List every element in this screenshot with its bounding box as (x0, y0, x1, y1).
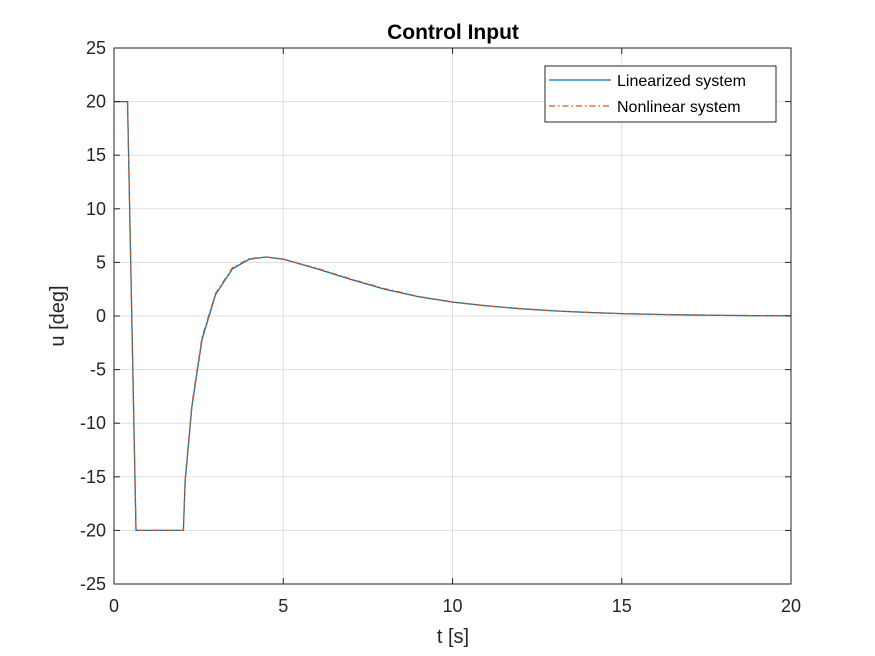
legend-label-linearized: Linearized system (617, 73, 746, 90)
x-tick-label: 20 (781, 596, 801, 616)
x-tick-label: 10 (442, 596, 462, 616)
y-tick-label: 10 (86, 199, 106, 219)
x-tick-label: 5 (278, 596, 288, 616)
chart-title: Control Input (387, 21, 519, 44)
x-axis-label: t [s] (437, 626, 469, 648)
series-layer (114, 100, 792, 532)
y-tick-label: -10 (80, 413, 106, 433)
x-tick-label: 0 (109, 596, 119, 616)
tick-labels: 0 5 10 15 20 -25 -20 -15 -10 -5 0 5 10 15 20 25 (80, 38, 801, 616)
y-tick-label: -25 (80, 574, 106, 594)
legend-label-nonlinear: Nonlinear system (617, 99, 741, 116)
y-tick-label: -15 (80, 467, 106, 487)
y-tick-label: 0 (96, 306, 106, 326)
legend: Linearized system Nonlinear system (544, 65, 777, 123)
y-axis-label: u [deg] (47, 285, 69, 346)
ticks (113, 47, 792, 585)
y-tick-label: 15 (86, 145, 106, 165)
y-tick-label: -5 (90, 360, 106, 380)
legend-box (544, 65, 777, 123)
x-tick-label: 15 (612, 596, 632, 616)
y-tick-label: -20 (80, 520, 106, 540)
y-tick-label: 20 (86, 92, 106, 112)
y-tick-label: 25 (86, 38, 106, 58)
y-tick-label: 5 (96, 252, 106, 272)
